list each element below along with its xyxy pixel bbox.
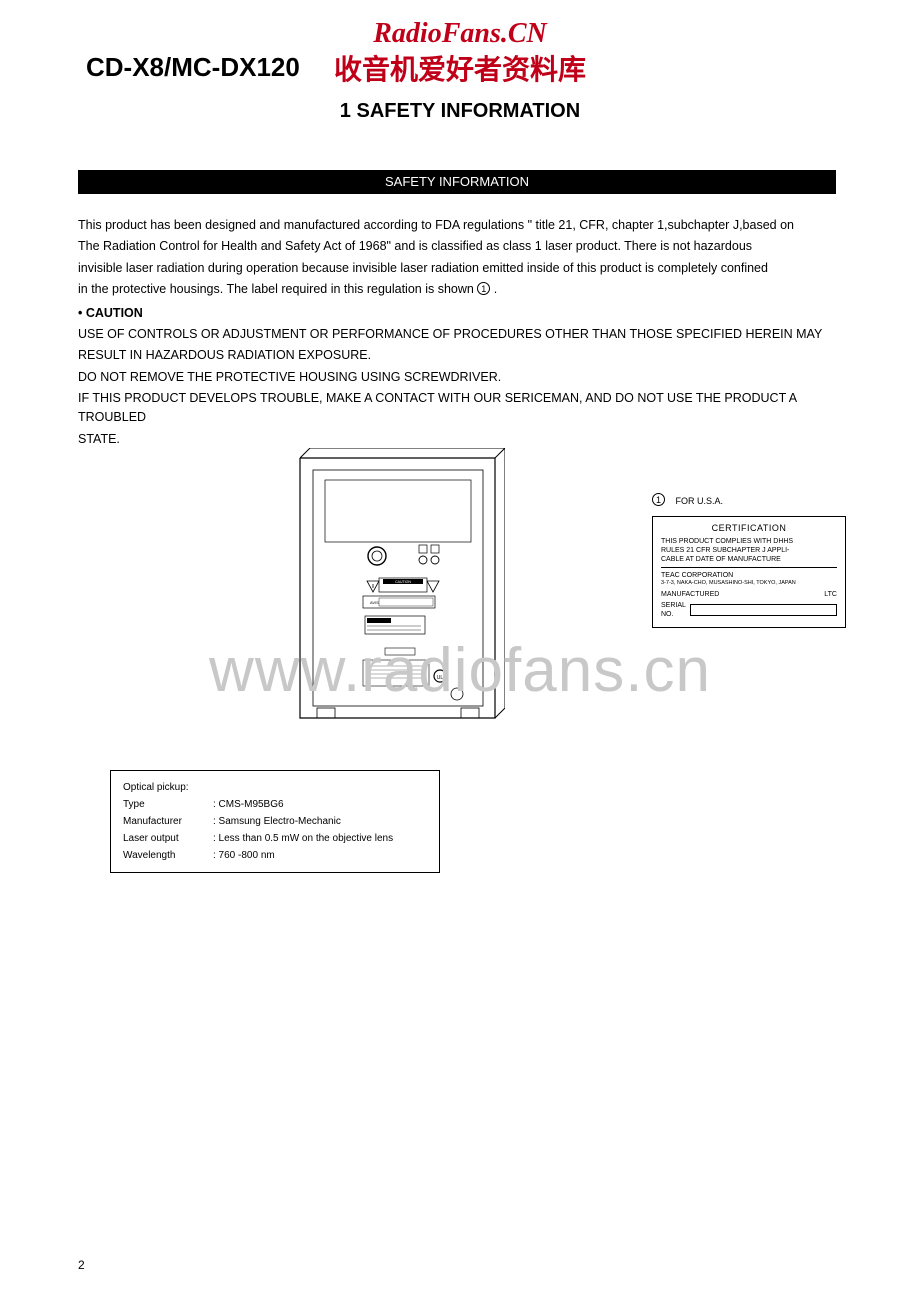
body-p4: in the protective housings. The label re… xyxy=(78,280,838,299)
svg-text:AVIS: AVIS xyxy=(370,600,379,605)
circled-1-inline: 1 xyxy=(477,282,490,295)
cert-line1: THIS PRODUCT COMPLIES WITH DHHS xyxy=(661,537,837,546)
body-text: This product has been designed and manuf… xyxy=(78,216,838,451)
pickup-wave-value: : 760 -800 nm xyxy=(213,847,275,864)
body-p4-post: . xyxy=(490,282,497,296)
caution-p1: USE OF CONTROLS OR ADJUSTMENT OR PERFORM… xyxy=(78,325,838,344)
cert-marker: 1 FOR U.S.A. xyxy=(652,493,723,506)
optical-pickup-box: Optical pickup: Type : CMS-M95BG6 Manufa… xyxy=(110,770,440,873)
caution-p3: DO NOT REMOVE THE PROTECTIVE HOUSING USI… xyxy=(78,368,838,387)
watermark-chinese: 收音机爱好者资料库 xyxy=(0,48,920,88)
pickup-wave-label: Wavelength xyxy=(123,847,213,864)
serial-field xyxy=(690,604,837,616)
cert-serial: SERIAL xyxy=(661,601,686,610)
cert-for: FOR U.S.A. xyxy=(676,496,724,506)
pickup-mfg-value: : Samsung Electro-Mechanic xyxy=(213,813,341,830)
pickup-type-value: : CMS-M95BG6 xyxy=(213,796,284,813)
circled-1-cert: 1 xyxy=(652,493,665,506)
svg-text:CAUTION: CAUTION xyxy=(395,580,411,584)
body-p2: The Radiation Control for Health and Saf… xyxy=(78,237,838,256)
pickup-heading: Optical pickup: xyxy=(123,779,427,796)
certification-box: CERTIFICATION THIS PRODUCT COMPLIES WITH… xyxy=(652,516,846,628)
svg-text:UL: UL xyxy=(437,675,444,681)
pickup-laser-value: : Less than 0.5 mW on the objective lens xyxy=(213,830,393,847)
section-heading: 1 SAFETY INFORMATION xyxy=(0,100,920,123)
cert-divider xyxy=(661,567,837,568)
caution-label: • CAUTION xyxy=(78,304,838,323)
cert-no: NO. xyxy=(661,610,686,619)
pickup-laser-label: Laser output xyxy=(123,830,213,847)
device-diagram: CAUTION AVIS UL xyxy=(295,448,505,738)
cert-corp: TEAC CORPORATION xyxy=(661,571,837,580)
cert-ltc: LTC xyxy=(824,590,837,599)
cert-line3: CABLE AT DATE OF MANUFACTURE xyxy=(661,555,837,564)
safety-info-bar: SAFETY INFORMATION xyxy=(78,170,836,194)
watermark-top: RadioFans.CN xyxy=(0,18,920,50)
caution-p2: RESULT IN HAZARDOUS RADIATION EXPOSURE. xyxy=(78,346,838,365)
caution-p4: IF THIS PRODUCT DEVELOPS TROUBLE, MAKE A… xyxy=(78,389,838,428)
cert-title: CERTIFICATION xyxy=(661,523,837,535)
caution-p5: STATE. xyxy=(78,430,838,449)
body-p4-pre: in the protective housings. The label re… xyxy=(78,282,477,296)
cert-addr: 3-7-3, NAKA-CHO, MUSASHINO-SHI, TOKYO, J… xyxy=(661,580,837,587)
body-p1: This product has been designed and manuf… xyxy=(78,216,838,235)
body-p3: invisible laser radiation during operati… xyxy=(78,259,838,278)
page-number: 2 xyxy=(78,1258,85,1272)
pickup-mfg-label: Manufacturer xyxy=(123,813,213,830)
pickup-type-label: Type xyxy=(123,796,213,813)
cert-line2: RULES 21 CFR SUBCHAPTER J APPLI- xyxy=(661,546,837,555)
cert-mfg: MANUFACTURED xyxy=(661,591,719,598)
